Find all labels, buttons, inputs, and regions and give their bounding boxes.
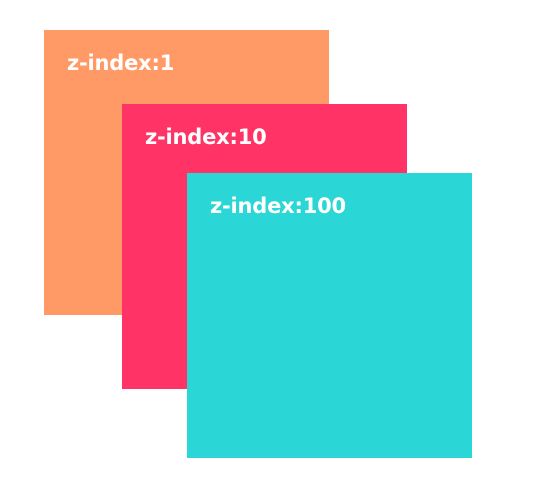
box-label-z-index-10: z-index:10 (145, 125, 267, 149)
box-z-index-100: z-index:100 (187, 173, 472, 458)
box-label-z-index-1: z-index:1 (67, 51, 175, 75)
box-label-z-index-100: z-index:100 (210, 194, 346, 218)
